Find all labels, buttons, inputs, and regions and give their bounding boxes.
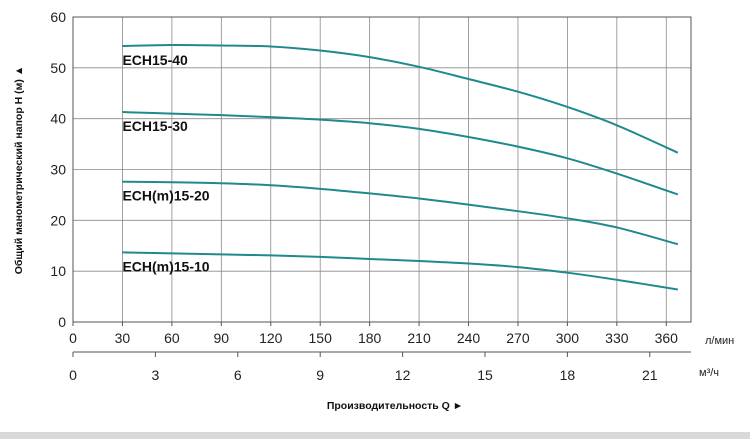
x-tick-label-primary: 240 <box>457 330 481 346</box>
x-tick-label-primary: 60 <box>164 330 180 346</box>
x-axis-title: Производительность Q ► <box>327 400 463 412</box>
y-axis-title: Общий манометрический напор H (м) ▲ <box>13 66 25 274</box>
y-tick-label: 30 <box>50 162 66 178</box>
pump-curves <box>122 43 679 291</box>
x-tick-labels-secondary: 0 3 6 9 12 15 18 21 <box>69 367 658 383</box>
x-tick-label-primary: 120 <box>259 330 283 346</box>
x-tick-label-secondary: 18 <box>560 367 576 383</box>
y-tick-label: 10 <box>50 263 66 279</box>
x-tick-labels-primary: 0 30 60 90 120 150 180 210 240 270 300 330 360 <box>69 330 678 346</box>
x-tick-label-secondary: 15 <box>477 367 493 383</box>
x-tick-label-primary: 0 <box>69 330 77 346</box>
series-labels: ECH15-40 ECH15-30 ECH(m)15-20 ECH(m)15-10 <box>122 52 209 274</box>
bottom-divider <box>0 432 750 439</box>
y-tick-label: 50 <box>50 60 66 76</box>
x-tick-label-primary: 330 <box>605 330 629 346</box>
series-line <box>122 43 679 154</box>
x-tick-label-primary: 270 <box>506 330 530 346</box>
x-tick-label-primary: 30 <box>115 330 131 346</box>
series-label: ECH15-30 <box>122 118 188 134</box>
y-tick-labels: 0 10 20 30 40 50 60 <box>50 9 66 330</box>
x-tick-label-secondary: 12 <box>395 367 411 383</box>
x-tick-label-secondary: 9 <box>316 367 324 383</box>
x-tick-label-primary: 360 <box>655 330 679 346</box>
x-tick-label-primary: 90 <box>214 330 230 346</box>
series-line <box>122 251 678 291</box>
y-tick-label: 20 <box>50 212 66 228</box>
y-tick-label: 60 <box>50 9 66 25</box>
x-tick-label-primary: 300 <box>556 330 580 346</box>
series-label: ECH(m)15-20 <box>122 188 209 204</box>
x-tick-label-secondary: 21 <box>642 367 658 383</box>
x-tick-label-primary: 180 <box>358 330 382 346</box>
y-tick-label: 0 <box>58 314 66 330</box>
series-line <box>122 111 679 196</box>
series-label: ECH15-40 <box>122 52 188 68</box>
series-line <box>122 180 679 246</box>
axes <box>72 16 692 357</box>
y-tick-label: 40 <box>50 111 66 127</box>
plot-frame <box>72 16 692 323</box>
x-tick-label-primary: 210 <box>407 330 431 346</box>
x-tick-label-secondary: 3 <box>152 367 160 383</box>
x-tick-label-secondary: 6 <box>234 367 242 383</box>
x-tick-label-secondary: 0 <box>69 367 77 383</box>
x-unit-secondary: м³/ч <box>699 367 719 379</box>
x-tick-label-primary: 150 <box>309 330 333 346</box>
series-label: ECH(m)15-10 <box>122 258 209 274</box>
x-unit-primary: л/мин <box>705 335 734 347</box>
